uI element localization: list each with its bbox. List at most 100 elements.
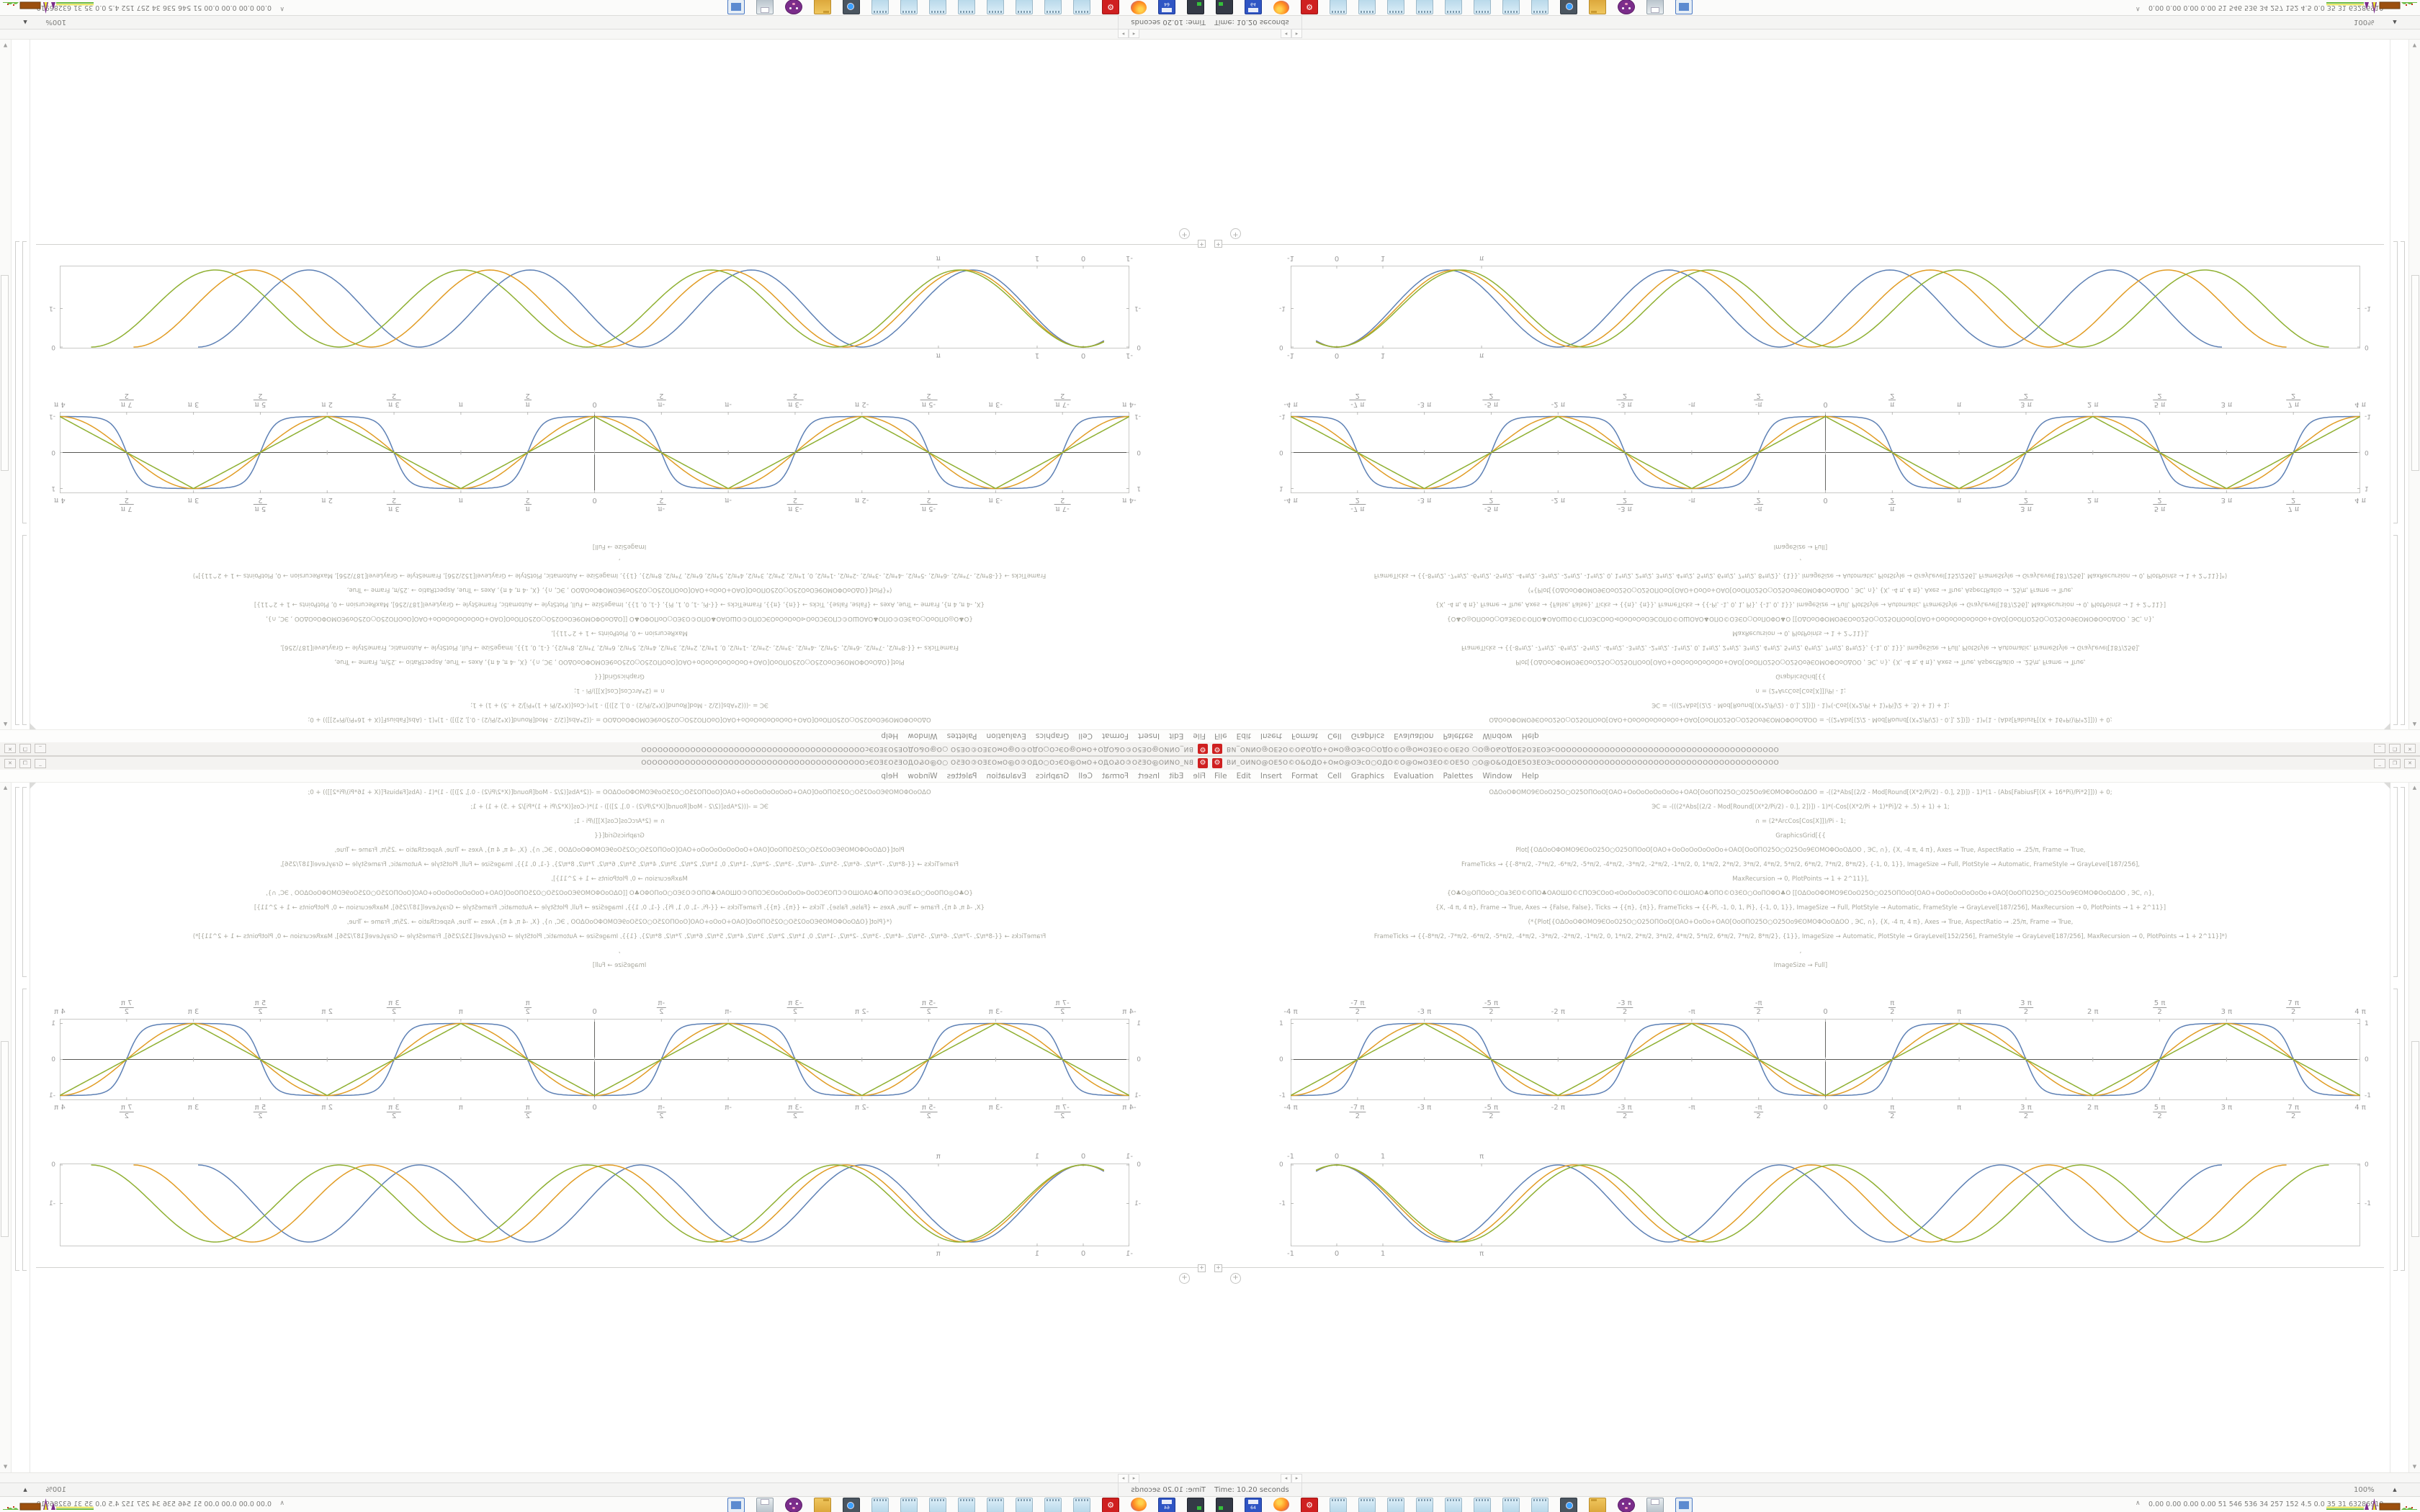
taskbar-screenshot-tool-icon[interactable] [843, 1498, 860, 1512]
taskbar-window-switcher-icon[interactable] [1675, 0, 1693, 14]
menu-insert[interactable]: Insert [1260, 771, 1283, 780]
scroll-down-icon[interactable]: ▼ [2412, 42, 2417, 48]
taskbar-window-switcher-icon[interactable] [1675, 1498, 1693, 1512]
taskbar-notepad-icon[interactable] [900, 1498, 918, 1512]
taskbar-notepad-icon[interactable] [1502, 0, 1520, 14]
cell-bracket-output[interactable] [22, 989, 27, 1271]
taskbar-mathematica-gear-icon[interactable]: ⚙ [1301, 1498, 1318, 1512]
menu-help[interactable]: Help [1521, 732, 1539, 741]
cell-bracket-output[interactable] [22, 241, 27, 523]
code-line[interactable]: FrameTicks → {{-8*π/2, -7*π/2, -6*π/2, -… [1373, 933, 2228, 940]
code-line[interactable]: FrameTicks → {{-8*π/2, -7*π/2, -6*π/2, -… [1461, 644, 2141, 651]
zoom-dropdown-icon[interactable]: ▲ [2393, 19, 2397, 25]
menu-format[interactable]: Format [1291, 732, 1319, 741]
taskbar-notepad-icon[interactable] [1330, 1498, 1347, 1512]
code-line[interactable]: MaxRecursion → 0, PlotPoints → 1 + 2^11}… [551, 629, 688, 636]
code-line[interactable]: ∩ = (2*ArcCos[Cos[X]])/Pi - 1; [1755, 687, 1846, 694]
insert-cell-button[interactable]: + [1179, 1273, 1190, 1284]
taskbar-firefox-icon[interactable] [1131, 1498, 1147, 1511]
taskbar-chat-app-icon[interactable] [1618, 0, 1635, 14]
taskbar-notepad-icon[interactable] [1358, 1498, 1376, 1512]
code-line[interactable]: ∩ = (2*ArcCos[Cos[X]])/Pi - 1; [574, 687, 665, 694]
code-line[interactable]: {X, -4 π, 4 π}, Frame → True, Axes → {Fa… [1435, 904, 2166, 912]
taskbar-screenshot-tool-icon[interactable] [1560, 1498, 1577, 1512]
restore-button[interactable]: ❐ [2389, 744, 2401, 754]
taskbar-notepad-icon[interactable] [958, 1498, 975, 1512]
scroll-left-icon[interactable]: ◂ [1129, 29, 1139, 38]
taskbar-chat-app-icon[interactable] [785, 0, 802, 14]
scroll-down-icon[interactable]: ▼ [3, 1464, 8, 1470]
menu-help[interactable]: Help [881, 732, 899, 741]
code-line[interactable]: ОΔОоОΦОМО9ЄОоО25О○О25ОПОоО[ОАО+ОоОоОоОоО… [308, 716, 931, 723]
menu-evaluation[interactable]: Evaluation [986, 771, 1026, 780]
menu-evaluation[interactable]: Evaluation [986, 732, 1026, 741]
taskbar-notepad-icon[interactable] [1358, 0, 1376, 14]
code-line[interactable]: Plot[{ОΔОоОΦОМО9ЄОоО25О○О25ОПОоО[ОАО+ОоО… [334, 658, 905, 665]
taskbar-notepad-icon[interactable] [1445, 1498, 1462, 1512]
taskbar-floppy-save-icon[interactable]: 64 [1158, 0, 1175, 14]
code-line[interactable]: FrameTicks → {{-8*π/2, -7*π/2, -6*π/2, -… [279, 861, 959, 868]
code-cell[interactable]: ОΔОоОΦОМО9ЄОоО25О○О25ОПОоО[ОАО+ОоОоОоОоО… [29, 786, 1210, 973]
taskbar-folder-icon[interactable] [814, 0, 831, 14]
taskbar-notepad-icon[interactable] [1387, 0, 1404, 14]
cell-bracket-output[interactable] [2393, 989, 2398, 1271]
taskbar-notepad-icon[interactable] [871, 0, 889, 14]
close-button[interactable]: ✕ [4, 758, 16, 768]
minimize-button[interactable]: _ [2374, 758, 2385, 768]
close-button[interactable]: ✕ [4, 744, 16, 754]
code-line[interactable]: ЭС = -(((2*Abs[(2/2 - Mod[Round[(X*2/Pi/… [470, 701, 768, 708]
code-line[interactable]: ЭС = -(((2*Abs[(2/2 - Mod[Round[(X*2/Pi/… [1652, 804, 1950, 811]
window-titlebar[interactable]: ⚙ ВИ_ОИNО@ОЕ5О©О&ОДО+ОмО@ОЭсО○ОДО©О@ОмО3… [1210, 757, 2420, 770]
taskbar-notepad-icon[interactable] [1073, 1498, 1090, 1512]
code-line[interactable]: {О♣О◎ОПОоО○Оa3ЄО©ОПО♣ОАОШО©СПОЭСОоО⊲ОоОо… [1447, 615, 2154, 622]
code-line[interactable]: ЭС = -(((2*Abs[(2/2 - Mod[Round[(X*2/Pi/… [470, 804, 768, 811]
cell-insertion-bar[interactable]: + [36, 1264, 1206, 1272]
taskbar-firefox-icon[interactable] [1273, 1, 1289, 14]
code-line[interactable]: ОΔОоОΦОМО9ЄОоО25О○О25ОПОоО[ОАО+ОоОоОоОоО… [1489, 789, 2112, 796]
taskbar-screenshot-tool-icon[interactable] [843, 0, 860, 14]
taskbar-floppy-save-icon[interactable]: 64 [1245, 0, 1262, 14]
code-cell[interactable]: ОΔОоОΦОМО9ЄОоО25О○О25ОПОоО[ОАО+ОоОоОоОоО… [1210, 539, 2391, 726]
insertion-plus-icon[interactable]: + [1198, 1264, 1206, 1272]
taskbar-notepad-icon[interactable] [1044, 0, 1062, 14]
cell-bracket-output[interactable] [2393, 241, 2398, 523]
code-line[interactable]: (*{Plot[{ОΔОоОΦОМО9ЄОоО25О○О25ОПОоО[ОАО+… [1528, 919, 2074, 926]
code-line[interactable]: MaxRecursion → 0, PlotPoints → 1 + 2^11}… [1732, 876, 1869, 883]
taskbar-notepad-icon[interactable] [1073, 0, 1090, 14]
taskbar-notepad-icon[interactable] [1387, 1498, 1404, 1512]
code-line[interactable]: {О♣О◎ОПОоО○Оa3ЄО©ОПО♣ОАОШО©СПОЭСОоО⊲ОоОо… [1447, 890, 2154, 897]
taskbar-notepad-icon[interactable] [1531, 0, 1549, 14]
menu-cell[interactable]: Cell [1078, 771, 1093, 780]
scrollbar-thumb[interactable] [2411, 1041, 2419, 1237]
cell-bracket-group[interactable] [15, 787, 19, 1271]
taskbar-folder-icon[interactable] [1589, 1498, 1606, 1512]
horizontal-scrollbar[interactable]: ◂ ▸ [1210, 29, 2420, 40]
code-line[interactable]: GraphicsGrid[{{ [1775, 832, 1826, 840]
scrollbar-thumb[interactable] [1, 275, 9, 471]
insert-cell-button[interactable]: + [1230, 228, 1241, 239]
taskbar-terminal-icon[interactable] [1187, 0, 1204, 14]
taskbar-notepad-icon[interactable] [987, 1498, 1004, 1512]
code-line[interactable]: Plot[{ОΔОоОΦОМО9ЄОоО25О○О25ОПОоО[ОАО+ОоО… [1515, 658, 2086, 665]
menu-cell[interactable]: Cell [1078, 732, 1093, 741]
horizontal-scrollbar[interactable]: ◂ ▸ [1210, 1472, 2420, 1483]
taskbar-chat-app-icon[interactable] [1618, 1498, 1635, 1512]
menu-edit[interactable]: Edit [1236, 771, 1251, 780]
taskbar-notepad-icon[interactable] [1044, 1498, 1062, 1512]
taskbar-mathematica-gear-icon[interactable]: ⚙ [1301, 0, 1318, 14]
cell-insertion-bar[interactable]: + [1214, 240, 2384, 248]
taskbar-notepad-icon[interactable] [1416, 0, 1433, 14]
scroll-left-icon[interactable]: ◂ [1281, 29, 1291, 38]
cell-bracket-input[interactable] [2393, 787, 2398, 977]
taskbar-folder-icon[interactable] [814, 1498, 831, 1512]
taskbar-folder-icon[interactable] [1589, 0, 1606, 14]
taskbar-notepad-icon[interactable] [1016, 0, 1033, 14]
code-line[interactable]: GraphicsGrid[{{ [1775, 672, 1826, 680]
horizontal-scrollbar[interactable]: ◂ ▸ [0, 1472, 1210, 1483]
menu-help[interactable]: Help [881, 771, 899, 780]
code-line[interactable]: FrameTicks → {{-8*π/2, -7*π/2, -6*π/2, -… [279, 644, 959, 651]
menu-palettes[interactable]: Palettes [946, 732, 977, 741]
menu-evaluation[interactable]: Evaluation [1394, 771, 1434, 780]
code-line[interactable]: FrameTicks → {{-8*π/2, -7*π/2, -6*π/2, -… [1461, 861, 2141, 868]
menu-palettes[interactable]: Palettes [1443, 732, 1474, 741]
